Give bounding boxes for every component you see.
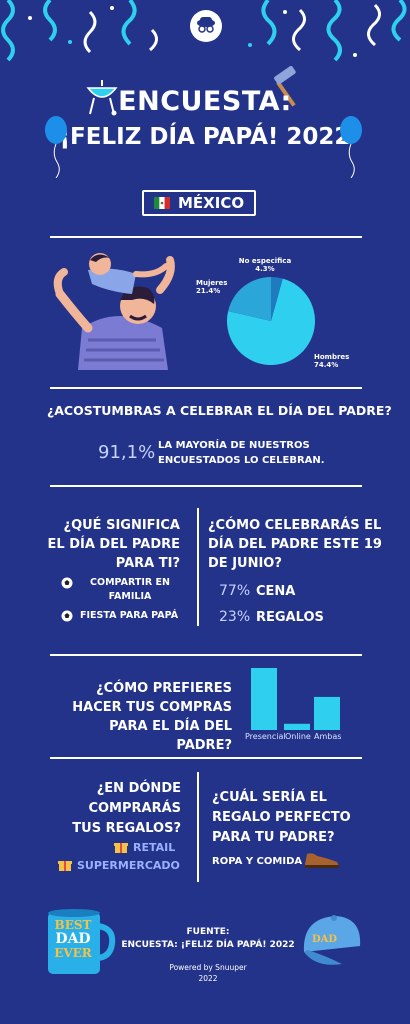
divider <box>50 387 362 389</box>
gifts-percent: 23% <box>219 609 251 625</box>
pie-slice-mujeres <box>228 277 271 321</box>
pie-label-unspecified: No especifica 4.3% <box>230 257 300 273</box>
meaning-option1-line2: FAMILIA <box>108 591 152 602</box>
footer-source: FUENTE: ENCUESTA: ¡FELIZ DÍA PAPÁ! 2022 <box>110 926 306 952</box>
bar-label-ambas: Ambas <box>314 732 342 741</box>
gift-icon <box>114 843 128 853</box>
where-question-line2: COMPRARÁS <box>88 801 181 816</box>
gender-pie-chart <box>227 277 315 365</box>
grill-icon <box>86 80 118 116</box>
purchase-question-line1: ¿CÓMO PREFIERES <box>96 681 232 696</box>
country-label: MÉXICO <box>178 194 245 212</box>
bar-online <box>284 723 310 730</box>
meaning-question: ¿QUÉ SIGNIFICA EL DÍA DEL PADRE PARA TI? <box>40 516 180 573</box>
cap-illustration <box>303 915 361 965</box>
confetti-decoration <box>1 0 407 62</box>
pie-slice-hombres <box>227 278 315 365</box>
divider <box>50 654 362 656</box>
soccer-ball-icon <box>61 577 73 589</box>
divider <box>50 485 362 487</box>
where-option-retail: RETAIL <box>133 841 176 854</box>
how-question-line1: ¿CÓMO CELEBRARÁS EL <box>208 518 382 533</box>
hammer-icon <box>274 66 296 107</box>
mug-text-line3: EVER <box>54 946 92 960</box>
soccer-ball-icon <box>61 610 73 622</box>
country-badge: MÉXICO <box>142 190 256 216</box>
gifts-label: REGALOS <box>256 610 324 625</box>
celebrate-text-line2: ENCUESTADOS LO CELEBRAN. <box>158 455 325 466</box>
vertical-divider <box>197 508 199 626</box>
celebrate-percent: 91,1% <box>98 442 156 463</box>
bar-label-online: Online <box>285 732 311 741</box>
women-label: Mujeres <box>196 279 228 287</box>
where-question: ¿EN DÓNDE COMPRARÁS TUS REGALOS? <box>40 779 181 839</box>
balloon-right-icon <box>340 116 362 178</box>
footer-powered: Powered by Snuuper 2022 <box>110 962 306 984</box>
pie-label-men: Hombres 74.4% <box>314 353 349 369</box>
celebrate-how-question: ¿CÓMO CELEBRARÁS EL DÍA DEL PADRE ESTE 1… <box>208 516 382 573</box>
mug-text-line1: BEST <box>54 918 92 932</box>
dinner-label: CENA <box>256 584 296 599</box>
shoe-icon <box>305 853 339 868</box>
unspecified-value: 4.3% <box>255 265 275 273</box>
powered-by: Powered by Snuuper <box>169 963 247 972</box>
meaning-question-line3: PARA TI? <box>115 556 180 571</box>
gift-question-line1: ¿CUÁL SERÍA EL <box>212 790 327 805</box>
divider <box>50 236 362 238</box>
balloon-left-icon <box>45 116 67 178</box>
meaning-option1-line1: COMPARTIR EN <box>90 577 170 588</box>
footer-year: 2022 <box>198 974 218 983</box>
bar-presencial <box>251 668 277 730</box>
mug-illustration <box>48 909 116 974</box>
divider <box>50 757 362 759</box>
meaning-option2: FIESTA PARA PAPÁ <box>80 610 179 621</box>
purchase-question-line2: HACER TUS COMPRAS <box>72 700 232 715</box>
men-value: 74.4% <box>314 361 339 369</box>
dinner-percent: 77% <box>219 583 251 599</box>
bar-label-presencial: Presencial <box>245 732 286 741</box>
source-label: FUENTE: <box>186 927 230 937</box>
purchase-question-line3: PARA EL DÍA DEL PADRE? <box>109 719 232 753</box>
vertical-divider <box>197 772 199 882</box>
gift-icon <box>58 861 72 871</box>
gift-answer: ROPA Y COMIDA <box>212 856 303 867</box>
meaning-question-line1: ¿QUÉ SIGNIFICA <box>63 518 180 533</box>
celebrate-text-line1: LA MAYORÍA DE NUESTROS <box>158 440 310 451</box>
where-option-supermarket: SUPERMERCADO <box>77 859 180 872</box>
snuuper-logo-icon <box>190 10 222 42</box>
page-title: ENCUESTA: <box>118 86 292 117</box>
gift-question: ¿CUÁL SERÍA EL REGALO PERFECTO PARA TU P… <box>212 788 351 848</box>
source-text: ENCUESTA: ¡FELIZ DÍA PAPÁ! 2022 <box>121 940 295 950</box>
pie-slice-no-especifica <box>271 277 283 321</box>
cap-text: DAD <box>312 934 338 945</box>
father-child-illustration <box>53 253 175 370</box>
how-question-line3: DE JUNIO? <box>208 556 282 571</box>
men-label: Hombres <box>314 353 350 361</box>
celebrate-question: ¿ACOSTUMBRAS A CELEBRAR EL DÍA DEL PADRE… <box>47 403 392 418</box>
meaning-question-line2: EL DÍA DEL PADRE <box>47 537 180 552</box>
pie-label-women: Mujeres 21.4% <box>196 279 227 295</box>
mexico-flag-icon <box>154 197 170 209</box>
purchase-question: ¿CÓMO PREFIERES HACER TUS COMPRAS PARA E… <box>60 679 232 755</box>
where-question-line3: TUS REGALOS? <box>72 821 181 836</box>
celebrate-text: LA MAYORÍA DE NUESTROS ENCUESTADOS LO CE… <box>158 438 325 468</box>
unspecified-label: No especifica <box>238 257 292 265</box>
meaning-option1: COMPARTIR EN FAMILIA <box>88 576 172 604</box>
how-question-line2: DÍA DEL PADRE ESTE 19 <box>208 537 382 552</box>
bar-ambas <box>314 696 340 730</box>
women-value: 21.4% <box>196 287 221 295</box>
page-subtitle: ¡FELIZ DÍA PAPÁ! 2022 <box>59 124 351 150</box>
where-question-line1: ¿EN DÓNDE <box>96 781 181 796</box>
gift-question-line2: REGALO PERFECTO <box>212 810 351 825</box>
purchase-bar-chart <box>251 668 340 730</box>
gift-question-line3: PARA TU PADRE? <box>212 830 335 845</box>
mug-text-line2: DAD <box>55 931 91 947</box>
mug-text: BEST DAD EVER <box>48 918 98 960</box>
